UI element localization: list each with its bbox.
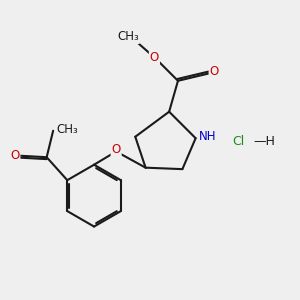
Text: —H: —H xyxy=(254,135,275,148)
Text: CH₃: CH₃ xyxy=(56,123,78,136)
Text: O: O xyxy=(112,142,121,156)
Text: O: O xyxy=(150,51,159,64)
Text: NH: NH xyxy=(199,130,217,143)
Text: O: O xyxy=(10,149,20,162)
Text: O: O xyxy=(210,65,219,79)
Text: Cl: Cl xyxy=(232,135,245,148)
Text: CH₃: CH₃ xyxy=(117,30,139,43)
